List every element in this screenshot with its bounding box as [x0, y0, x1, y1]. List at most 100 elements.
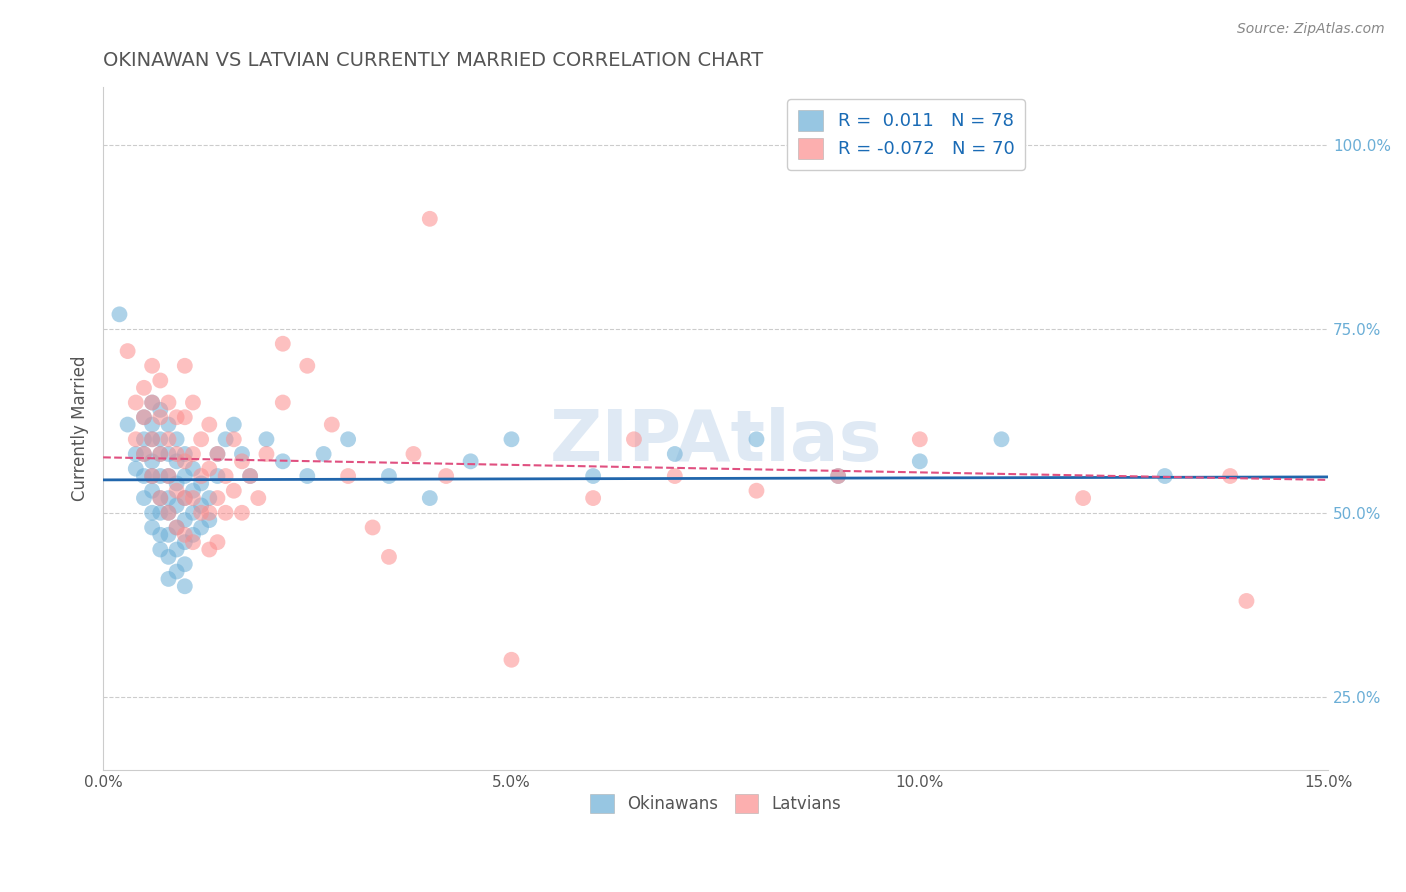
Point [419, 211, 441, 226]
Point [157, 395, 180, 409]
Point [207, 447, 229, 461]
Point [173, 491, 195, 505]
Point [247, 491, 270, 505]
Point [141, 417, 163, 432]
Point [434, 469, 457, 483]
Point [166, 454, 188, 468]
Point [190, 432, 212, 446]
Point [361, 520, 384, 534]
Point [239, 469, 262, 483]
Point [166, 520, 188, 534]
Point [141, 454, 163, 468]
Point [402, 447, 425, 461]
Point [664, 469, 686, 483]
Point [173, 447, 195, 461]
Point [141, 432, 163, 446]
Text: OKINAWAN VS LATVIAN CURRENTLY MARRIED CORRELATION CHART: OKINAWAN VS LATVIAN CURRENTLY MARRIED CO… [103, 51, 763, 70]
Point [990, 432, 1012, 446]
Point [198, 461, 221, 475]
Point [173, 469, 195, 483]
Point [181, 491, 204, 505]
Point [419, 491, 441, 505]
Point [214, 506, 236, 520]
Point [149, 374, 172, 388]
Point [1219, 469, 1241, 483]
Point [181, 395, 204, 409]
Point [198, 491, 221, 505]
Point [108, 307, 131, 321]
Point [149, 410, 172, 425]
Point [181, 461, 204, 475]
Point [908, 454, 931, 468]
Point [214, 469, 236, 483]
Point [623, 432, 645, 446]
Point [173, 558, 195, 572]
Point [173, 410, 195, 425]
Point [157, 417, 180, 432]
Point [239, 469, 262, 483]
Point [501, 653, 523, 667]
Point [460, 454, 482, 468]
Point [166, 483, 188, 498]
Point [337, 469, 360, 483]
Point [166, 565, 188, 579]
Point [207, 491, 229, 505]
Point [207, 447, 229, 461]
Point [157, 447, 180, 461]
Point [501, 432, 523, 446]
Point [149, 491, 172, 505]
Point [157, 469, 180, 483]
Point [117, 344, 139, 359]
Point [157, 572, 180, 586]
Point [132, 432, 155, 446]
Point [827, 469, 849, 483]
Point [207, 469, 229, 483]
Point [166, 432, 188, 446]
Point [149, 447, 172, 461]
Point [207, 535, 229, 549]
Point [173, 528, 195, 542]
Point [141, 469, 163, 483]
Point [271, 454, 294, 468]
Point [745, 483, 768, 498]
Point [125, 461, 148, 475]
Point [181, 447, 204, 461]
Point [157, 506, 180, 520]
Point [149, 432, 172, 446]
Point [198, 513, 221, 527]
Point [1236, 594, 1258, 608]
Legend: Okinawans, Latvians: Okinawans, Latvians [581, 784, 851, 823]
Point [166, 499, 188, 513]
Point [132, 447, 155, 461]
Point [166, 447, 188, 461]
Point [582, 469, 605, 483]
Point [141, 395, 163, 409]
Point [297, 469, 319, 483]
Point [149, 447, 172, 461]
Point [582, 491, 605, 505]
Point [141, 395, 163, 409]
Point [149, 491, 172, 505]
Point [181, 528, 204, 542]
Point [157, 469, 180, 483]
Point [132, 469, 155, 483]
Point [157, 432, 180, 446]
Point [271, 336, 294, 351]
Point [664, 447, 686, 461]
Point [149, 542, 172, 557]
Point [132, 381, 155, 395]
Point [190, 520, 212, 534]
Point [190, 469, 212, 483]
Point [125, 447, 148, 461]
Point [132, 491, 155, 505]
Point [198, 542, 221, 557]
Point [256, 447, 278, 461]
Point [271, 395, 294, 409]
Point [256, 432, 278, 446]
Point [312, 447, 335, 461]
Point [1153, 469, 1175, 483]
Point [231, 447, 253, 461]
Point [173, 513, 195, 527]
Point [166, 410, 188, 425]
Point [132, 410, 155, 425]
